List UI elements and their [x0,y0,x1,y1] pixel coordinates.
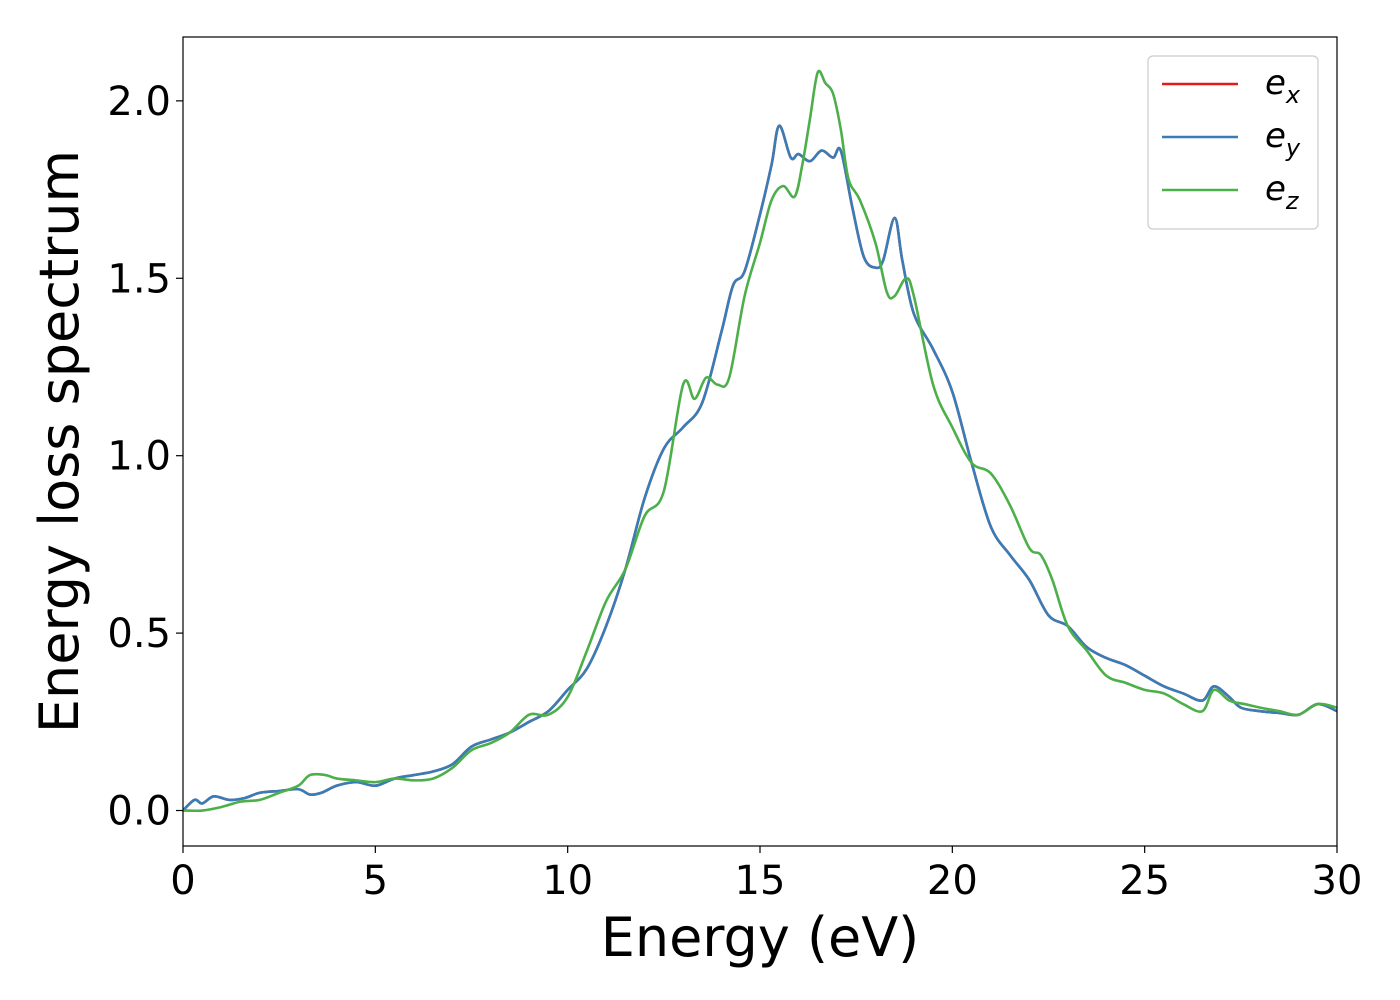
legend-label-ey: ey [1265,116,1301,162]
y-axis-title: Energy loss spectrum [28,150,91,733]
legend-label-base: e [1265,63,1286,103]
legend-label-base: e [1265,169,1286,209]
y-tick-label: 2.0 [107,79,171,125]
y-tick-label: 1.5 [107,256,171,302]
x-axis-ticks: 0 5 10 15 20 25 30 [170,846,1362,904]
x-tick-label: 25 [1119,858,1170,904]
x-tick-label: 20 [927,858,978,904]
y-tick-label: 0.0 [107,789,171,835]
legend-label-base: e [1265,116,1286,156]
x-axis-title: Energy (eV) [601,906,920,969]
series-line-ez [183,69,1337,813]
x-tick-label: 10 [542,858,593,904]
legend-label-subscript: x [1285,81,1301,109]
legend-label-ez: ez [1265,169,1300,215]
y-tick-label: 1.0 [107,434,171,480]
x-tick-label: 30 [1312,858,1363,904]
series-line-ey [183,124,1337,812]
x-tick-label: 5 [363,858,388,904]
legend-label-subscript: z [1285,187,1300,215]
x-tick-label: 15 [735,858,786,904]
legend-label-ex: ex [1265,63,1301,109]
x-tick-label: 0 [170,858,195,904]
legend-label-subscript: y [1285,134,1301,162]
series-layer [183,69,1337,813]
legend-box [1147,55,1319,230]
y-tick-label: 0.5 [107,611,171,657]
y-axis-ticks: 0.0 0.5 1.0 1.5 2.0 [107,79,183,835]
